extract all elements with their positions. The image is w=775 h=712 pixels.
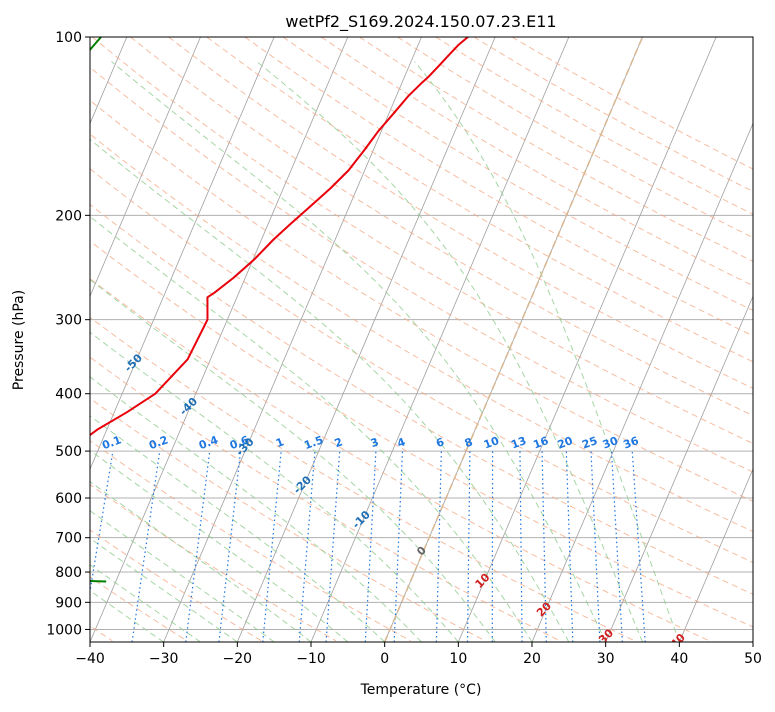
y-tick-label: 700 [55, 531, 82, 547]
x-tick-label: −20 [223, 651, 253, 667]
y-tick-label: 400 [55, 387, 82, 403]
y-tick-label: 300 [55, 313, 82, 329]
y-tick-label: 1000 [46, 622, 82, 638]
y-tick-label: 800 [55, 565, 82, 581]
x-tick-label: 0 [380, 651, 389, 667]
y-tick-label: 200 [55, 208, 82, 224]
y-tick-label: 900 [55, 595, 82, 611]
x-tick-label: 40 [670, 651, 688, 667]
isotherm-line [753, 37, 775, 642]
chart-title: wetPf2_S169.2024.150.07.23.E11 [285, 12, 556, 32]
x-tick-label: −30 [149, 651, 179, 667]
y-axis-title: Pressure (hPa) [11, 290, 27, 390]
x-tick-label: 20 [523, 651, 541, 667]
x-tick-label: 50 [744, 651, 762, 667]
x-tick-label: 30 [597, 651, 615, 667]
x-tick-label: −40 [75, 651, 105, 667]
x-tick-label: 10 [449, 651, 467, 667]
y-tick-label: 100 [55, 30, 82, 46]
x-axis-title: Temperature (°C) [360, 682, 482, 698]
x-tick-label: −10 [296, 651, 326, 667]
isotherm-label: -70 [17, 252, 40, 275]
y-tick-label: 500 [55, 444, 82, 460]
y-tick-label: 600 [55, 491, 82, 507]
